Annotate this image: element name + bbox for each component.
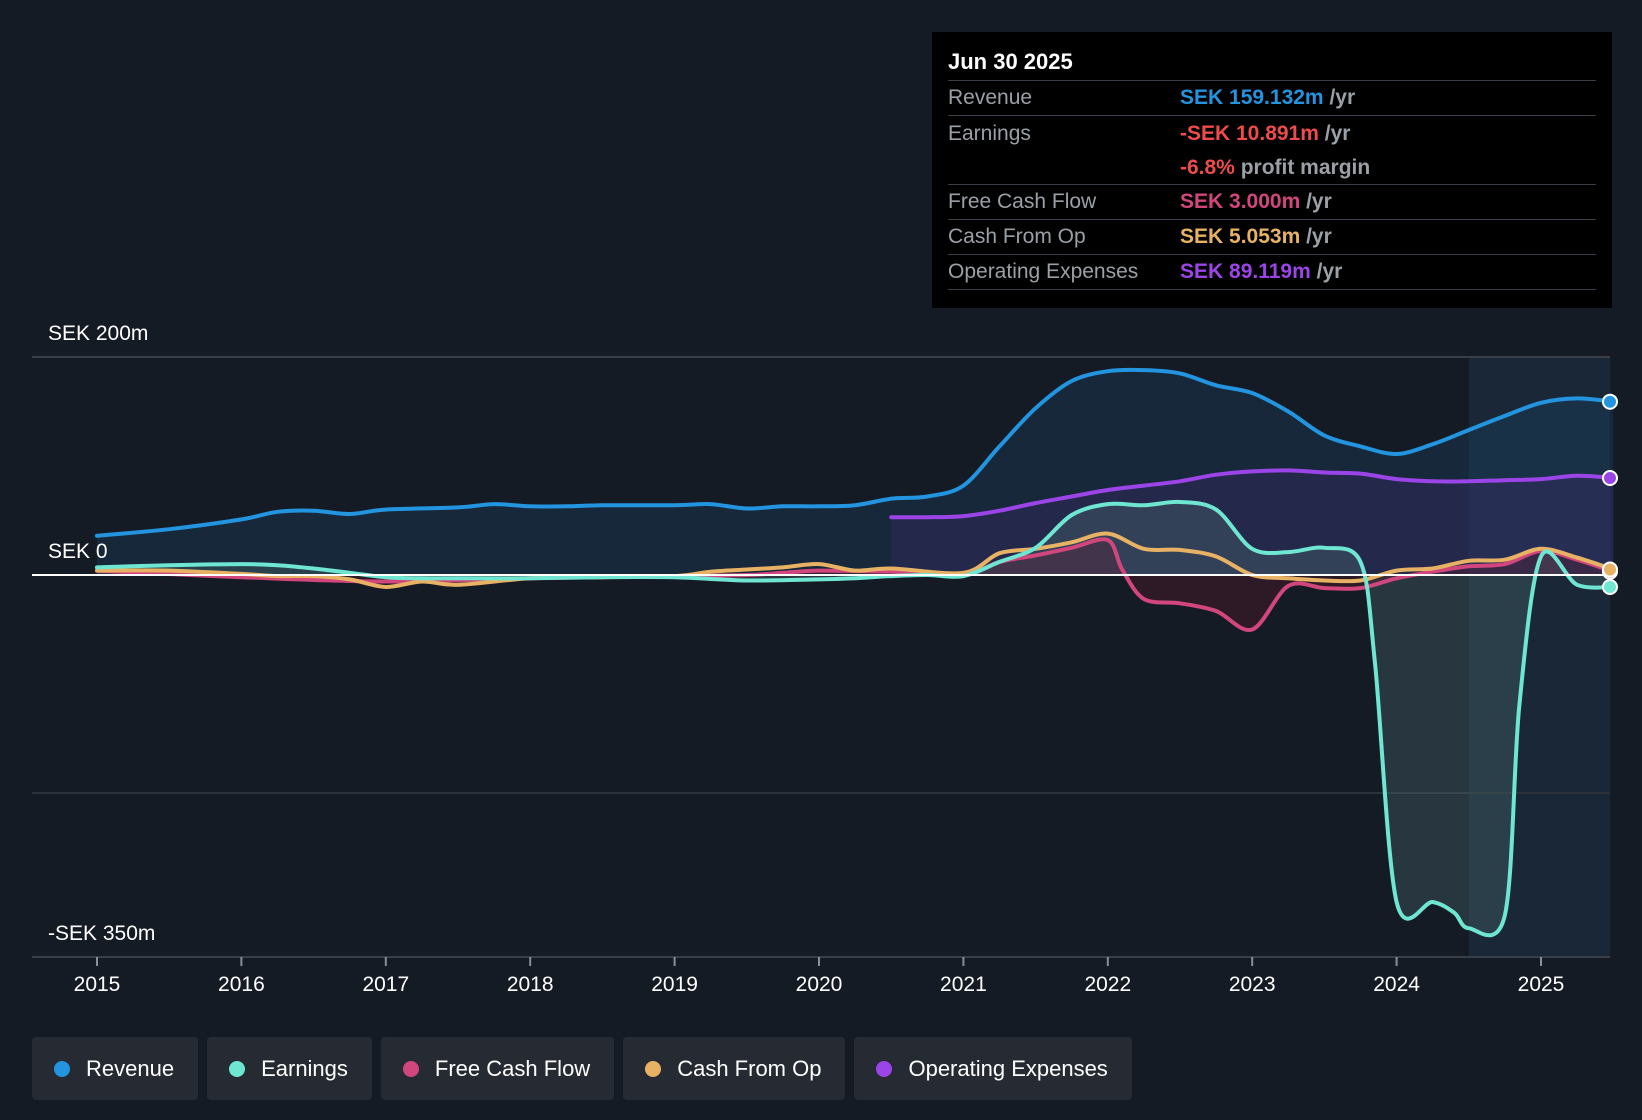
x-tick-label: 2025 <box>1518 973 1565 996</box>
area-revenue <box>97 369 1614 575</box>
legend-item-opex[interactable]: Operating Expenses <box>854 1037 1132 1100</box>
legend-label: Cash From Op <box>677 1055 822 1081</box>
tooltip-unit: /yr <box>1329 86 1356 109</box>
area-earnings <box>97 501 1614 936</box>
legend-item-fcf[interactable]: Free Cash Flow <box>380 1037 615 1100</box>
legend-label: Operating Expenses <box>908 1055 1108 1081</box>
x-tick-label: 2021 <box>940 973 987 996</box>
opex-dot-icon <box>876 1060 893 1077</box>
line-revenue <box>95 367 1616 538</box>
line-earnings <box>95 499 1616 938</box>
y-label-top: SEK 200m <box>48 322 148 345</box>
fcf-dot-icon <box>402 1060 419 1077</box>
highlight-band <box>1468 357 1610 957</box>
x-tick-label: 2020 <box>796 973 843 996</box>
y-label-bottom: -SEK 350m <box>48 922 155 945</box>
legend-label: Free Cash Flow <box>434 1055 591 1081</box>
tooltip-value: -SEK 10.891m <box>1180 122 1319 145</box>
y-label-zero: SEK 0 <box>48 540 108 563</box>
end-markers <box>1602 393 1618 595</box>
tooltip-margin-value: -6.8% <box>1180 156 1235 179</box>
tooltip-unit: /yr <box>1324 122 1351 145</box>
tooltip-row-earnings: Earnings -SEK 10.891m /yr -6.8% profit m… <box>948 116 1596 185</box>
legend-item-earnings[interactable]: Earnings <box>207 1037 372 1100</box>
tooltip-label: Free Cash Flow <box>948 190 1097 213</box>
tooltip-label: Revenue <box>948 86 1033 109</box>
tooltip-row-opex: Operating Expenses SEK 89.119m /yr <box>948 255 1596 290</box>
tooltip-date: Jun 30 2025 <box>948 44 1596 81</box>
tooltip-value: SEK 5.053m <box>1180 225 1301 248</box>
revenue-dot-icon <box>54 1060 70 1077</box>
marker-opex <box>1602 470 1618 486</box>
area-fcf <box>97 539 1614 631</box>
tooltip-margin-unit: profit margin <box>1240 156 1371 179</box>
series-layer <box>95 367 1616 938</box>
x-tick-label: 2018 <box>507 973 554 996</box>
x-tick-label: 2016 <box>218 973 265 996</box>
x-tick-label: 2015 <box>74 973 121 996</box>
tooltip-value: SEK 89.119m <box>1180 260 1311 283</box>
legend-item-cfo[interactable]: Cash From Op <box>623 1037 846 1100</box>
marker-revenue <box>1602 393 1618 410</box>
earnings-dot-icon <box>229 1060 246 1077</box>
cfo-dot-icon <box>645 1060 662 1077</box>
legend-label: Earnings <box>261 1055 348 1081</box>
legend: Revenue Earnings Free Cash Flow Cash Fro… <box>32 1037 1132 1100</box>
tooltip-value: SEK 159.132m <box>1180 86 1324 109</box>
legend-label: Revenue <box>86 1055 175 1081</box>
x-tick-label: 2019 <box>651 973 698 996</box>
tooltip-label: Cash From Op <box>948 225 1086 248</box>
tooltip-unit: /yr <box>1306 225 1332 248</box>
line-cfo <box>95 531 1616 590</box>
marker-cfo <box>1602 561 1618 578</box>
line-opex <box>889 468 1616 520</box>
legend-item-revenue[interactable]: Revenue <box>32 1037 199 1100</box>
x-tick-label: 2017 <box>362 973 409 996</box>
x-axis-ticks: 2015 2016 2017 2018 2019 2020 2021 2022 2023 2024… <box>74 957 1565 996</box>
x-tick-label: 2023 <box>1229 973 1276 996</box>
x-tick-label: 2024 <box>1373 973 1420 996</box>
tooltip-panel: Jun 30 2025 Revenue SEK 159.132m /yr Ear… <box>932 32 1612 308</box>
tooltip-row-revenue: Revenue SEK 159.132m /yr <box>948 81 1596 116</box>
tooltip-row-fcf: Free Cash Flow SEK 3.000m /yr <box>948 185 1596 220</box>
x-tick-label: 2022 <box>1084 973 1131 996</box>
tooltip-unit: /yr <box>1306 190 1332 213</box>
tooltip-label: Earnings <box>948 122 1031 145</box>
tooltip-label: Operating Expenses <box>948 260 1139 283</box>
tooltip-unit: /yr <box>1316 260 1343 283</box>
marker-earnings <box>1602 579 1618 595</box>
tooltip-row-cfo: Cash From Op SEK 5.053m /yr <box>948 220 1596 255</box>
tooltip-value: SEK 3.000m <box>1180 190 1301 213</box>
